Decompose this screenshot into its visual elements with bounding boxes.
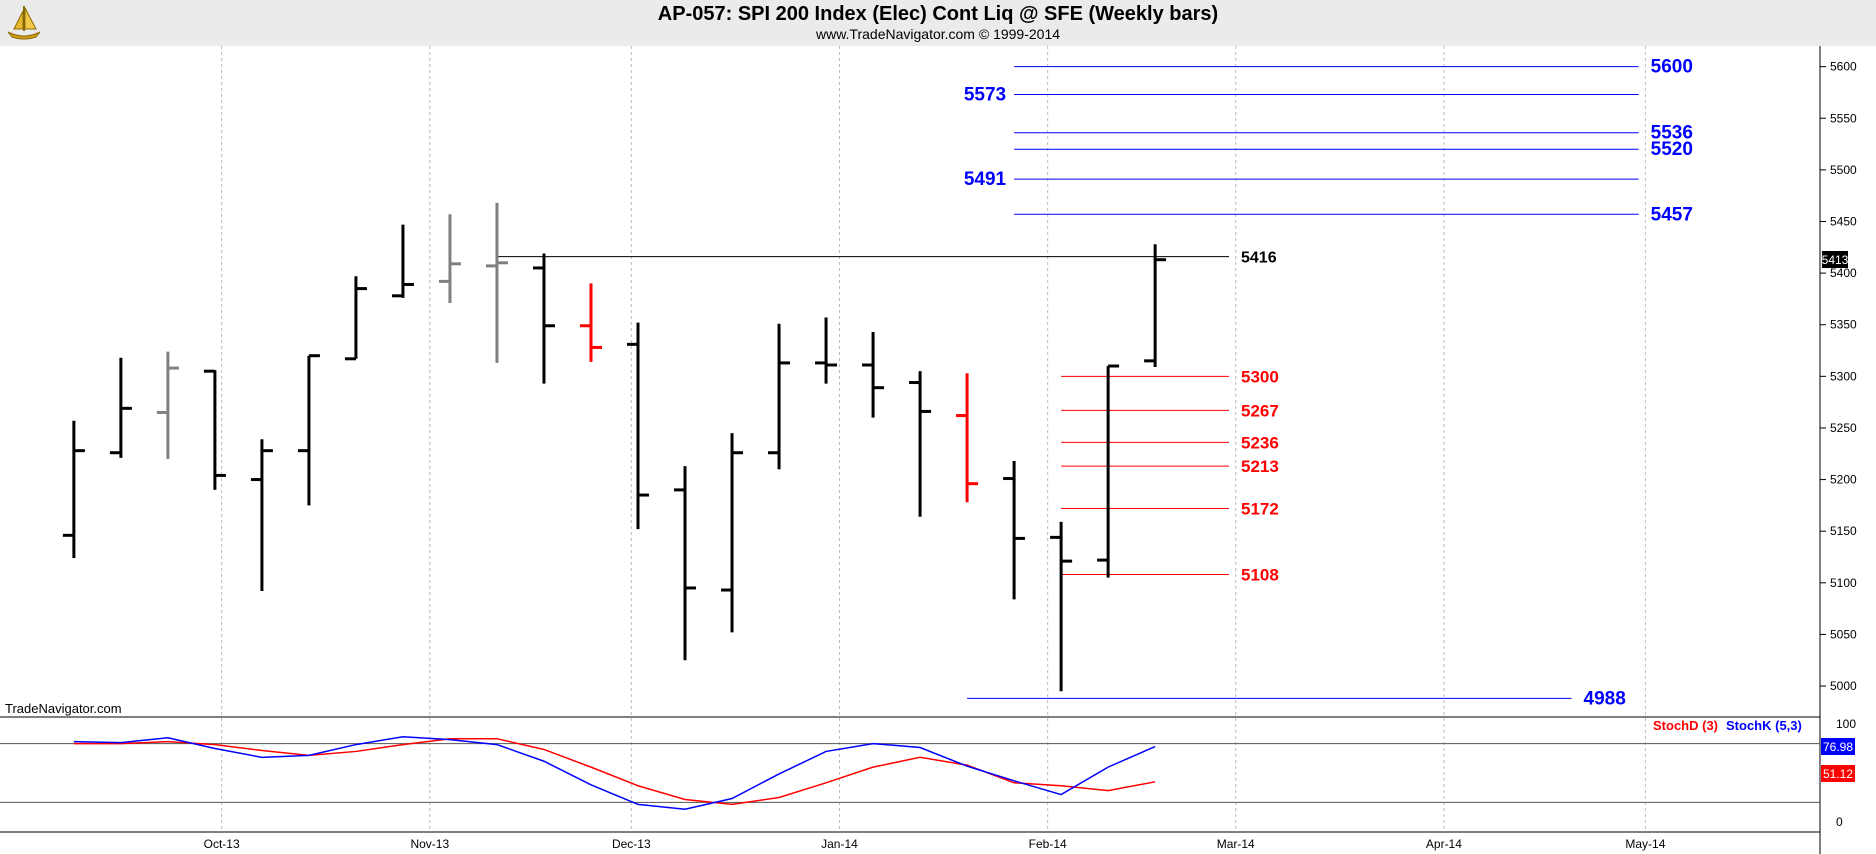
price-bars — [62, 202, 1167, 692]
y-tick-label: 5050 — [1830, 627, 1857, 641]
chart-subtitle: www.TradeNavigator.com © 1999-2014 — [815, 26, 1061, 42]
level-label-5236: 5236 — [1241, 433, 1279, 452]
watermark-text: TradeNavigator.com — [5, 701, 122, 716]
level-label-5573: 5573 — [964, 85, 1006, 106]
x-tick-label: Dec-13 — [612, 837, 651, 851]
stoch-tick-label: 100 — [1836, 717, 1856, 731]
x-tick-label: May-14 — [1625, 837, 1665, 851]
x-tick-label: Jan-14 — [821, 837, 858, 851]
legend-stochk: StochK (5,3) — [1726, 718, 1802, 733]
last-price-marker: 5413 — [1822, 251, 1849, 268]
y-tick-label: 5000 — [1830, 679, 1857, 693]
y-tick-label: 5400 — [1830, 266, 1857, 280]
level-label-5600: 5600 — [1651, 57, 1693, 78]
chart-title: AP-057: SPI 200 Index (Elec) Cont Liq @ … — [657, 3, 1219, 25]
stochk-last-value: 76.98 — [1823, 740, 1853, 754]
last-price-label: 5413 — [1822, 253, 1849, 267]
x-tick-label: Apr-14 — [1426, 837, 1462, 851]
stochastic-last-values: 76.98 51.12 — [1821, 738, 1855, 782]
x-tick-label: Mar-14 — [1217, 837, 1255, 851]
stochd-last-value: 51.12 — [1823, 767, 1853, 781]
level-label-5457: 5457 — [1651, 204, 1693, 225]
stoch-series-line — [73, 735, 1156, 811]
level-label-4988: 4988 — [1584, 688, 1626, 709]
y-tick-label: 5550 — [1830, 111, 1857, 125]
level-label-5300: 5300 — [1241, 367, 1279, 386]
stoch-tick-label: 0 — [1836, 815, 1843, 829]
stochastic-y-axis: 0 100 — [1836, 717, 1856, 829]
stochastic-lines — [73, 735, 1156, 811]
x-tick-label: Feb-14 — [1029, 837, 1067, 851]
y-tick-label: 5500 — [1830, 163, 1857, 177]
x-axis: Oct-13 Nov-13 Dec-13 Jan-14 Feb-14 Mar-14 Apr-… — [204, 837, 1666, 851]
level-label-5108: 5108 — [1241, 566, 1279, 585]
y-tick-label: 5450 — [1830, 214, 1857, 228]
ship-logo-icon — [7, 6, 41, 40]
chart-header: AP-057: SPI 200 Index (Elec) Cont Liq @ … — [0, 0, 1876, 46]
y-tick-label: 5250 — [1830, 421, 1857, 435]
y-tick-label: 5200 — [1830, 473, 1857, 487]
level-label-5213: 5213 — [1241, 457, 1279, 476]
stochastic-levels — [0, 743, 1820, 803]
legend-stochd: StochD (3) — [1653, 718, 1718, 733]
y-tick-label: 5350 — [1830, 318, 1857, 332]
vertical-gridlines — [221, 46, 1646, 832]
y-tick-label: 5150 — [1830, 524, 1857, 538]
chart-area[interactable]: Oct-13 Nov-13 Dec-13 Jan-14 Feb-14 Mar-14 Apr-… — [0, 46, 1876, 854]
y-tick-label: 5300 — [1830, 369, 1857, 383]
level-label-5172: 5172 — [1241, 499, 1279, 518]
price-y-axis: 5000 5050 5100 5150 5200 5250 5300 5350 5400 5450… — [1820, 60, 1857, 693]
level-label-5267: 5267 — [1241, 401, 1279, 420]
level-label-5491: 5491 — [964, 169, 1007, 190]
level-label-5416: 5416 — [1241, 250, 1277, 267]
y-tick-label: 5600 — [1830, 60, 1857, 74]
y-tick-label: 5100 — [1830, 576, 1857, 590]
x-tick-label: Oct-13 — [204, 837, 240, 851]
level-label-5536: 5536 — [1651, 123, 1693, 144]
stochastic-legend: StochD (3) StochK (5,3) — [1653, 718, 1802, 733]
chart-frame — [0, 46, 1821, 854]
level-label-5520: 5520 — [1651, 139, 1693, 160]
x-tick-label: Nov-13 — [410, 837, 449, 851]
